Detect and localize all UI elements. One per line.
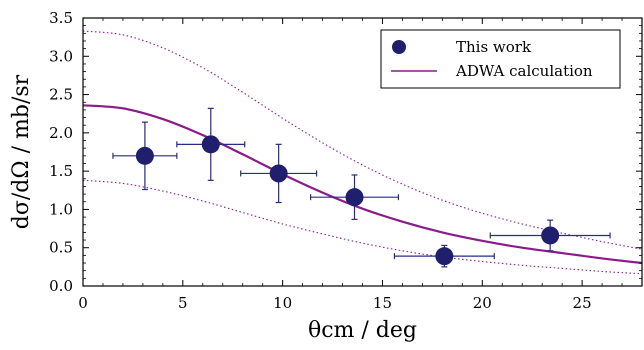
legend-label-adwa: ADWA calculation <box>455 62 593 80</box>
y-tick-label: 3.0 <box>49 47 73 65</box>
x-tick-label: 25 <box>573 294 592 312</box>
legend-label-this-work: This work <box>456 38 532 56</box>
x-tick-label: 20 <box>473 294 492 312</box>
data-point-marker <box>541 226 560 245</box>
y-tick-label: 0.0 <box>49 277 73 295</box>
data-point-3 <box>240 143 318 204</box>
data-point-marker <box>135 146 154 165</box>
data-point-2 <box>176 107 246 181</box>
y-tick-label: 2.5 <box>49 86 73 104</box>
band-layer <box>83 30 642 275</box>
x-axis-label: θcm / deg <box>308 318 417 343</box>
y-tick-label: 1.5 <box>49 162 73 180</box>
y-tick-label: 3.5 <box>49 9 73 27</box>
band-lower-line <box>83 179 642 275</box>
points-layer <box>112 107 611 268</box>
data-point-5 <box>393 244 495 268</box>
data-point-1 <box>112 121 178 191</box>
legend: This work ADWA calculation <box>380 29 621 89</box>
x-tick-label: 15 <box>373 294 392 312</box>
y-axis-label: dσ/dΩ / mb/sr <box>9 74 34 229</box>
data-point-marker <box>269 164 288 183</box>
data-point-6 <box>489 219 611 252</box>
data-point-marker <box>435 247 454 266</box>
data-point-marker <box>345 188 364 207</box>
adwa-calculation-line <box>83 104 642 265</box>
x-tick-label: 0 <box>78 294 88 312</box>
legend-box <box>380 29 621 89</box>
y-tick-label: 1.0 <box>49 200 73 218</box>
x-tick-label: 10 <box>273 294 292 312</box>
data-point-4 <box>309 174 400 220</box>
y-tick-label: 2.0 <box>49 124 73 142</box>
legend-marker-this-work <box>392 40 406 54</box>
x-tick-label: 5 <box>178 294 188 312</box>
curve-layer <box>83 104 642 265</box>
y-tick-label: 0.5 <box>49 239 73 257</box>
axes-layer: 0 5 10 15 20 25 0.0 0.5 1.0 1.5 2.0 2.5 3.0 3.5 θcm / … <box>9 9 643 343</box>
data-point-marker <box>201 135 220 154</box>
